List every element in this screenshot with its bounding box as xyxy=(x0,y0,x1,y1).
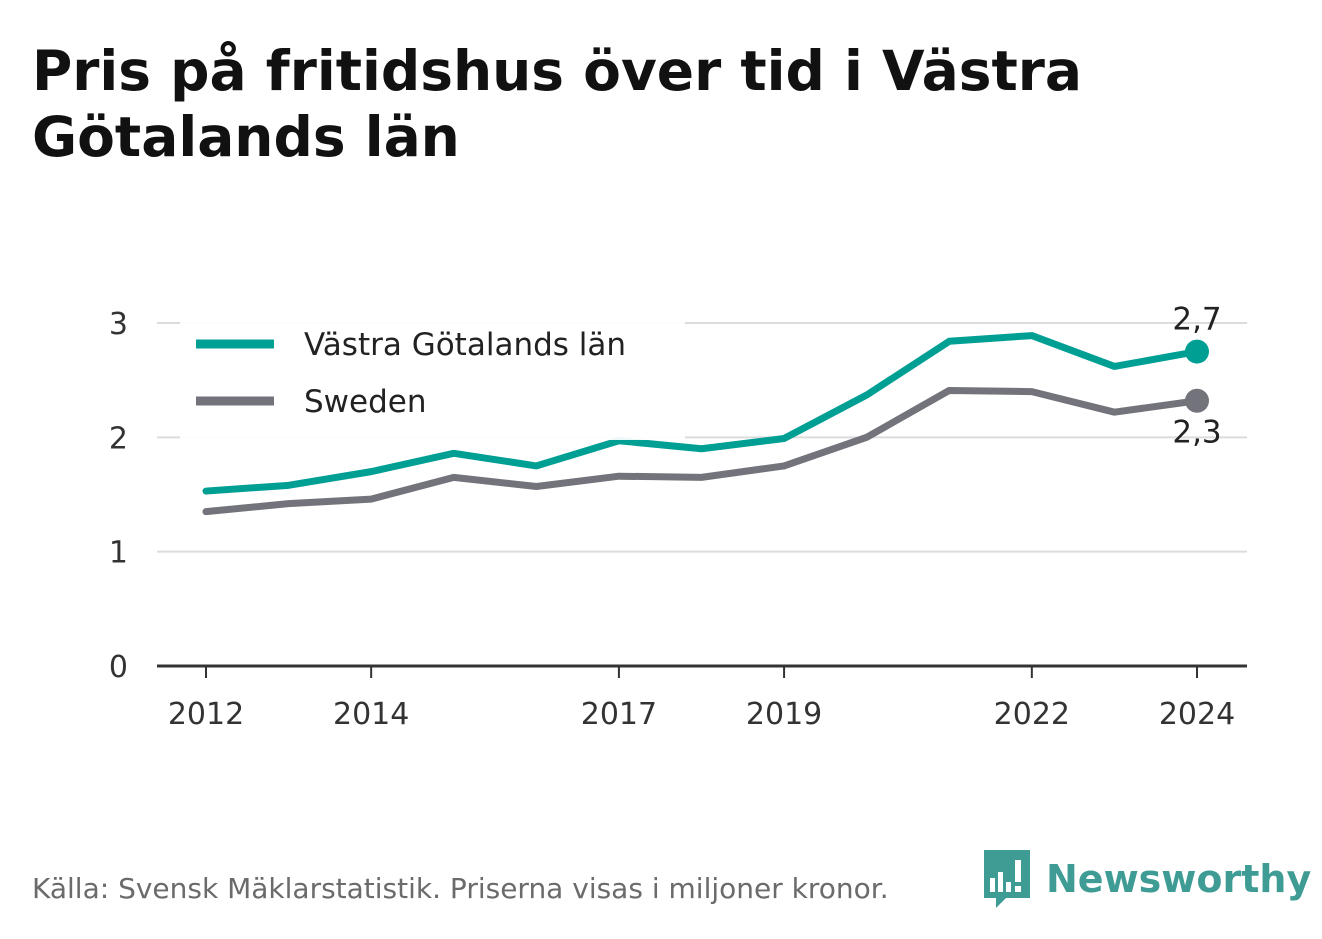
x-tick-label: 2017 xyxy=(581,697,657,732)
legend-label-sweden: Sweden xyxy=(304,384,427,420)
x-tick-label: 2014 xyxy=(333,697,409,732)
y-tick-label: 1 xyxy=(109,536,128,571)
series-line-sweden xyxy=(202,386,1201,516)
x-tick-label: 2019 xyxy=(746,697,822,732)
y-tick-label: 3 xyxy=(109,307,128,342)
end-labels: 2,7 2,3 xyxy=(1172,302,1221,451)
x-tick-label: 2012 xyxy=(168,697,244,732)
end-label-sweden: 2,3 xyxy=(1172,415,1221,451)
end-label-vastra-gotalands-lan: 2,7 xyxy=(1172,302,1221,338)
source-note: Källa: Svensk Mäklarstatistik. Priserna … xyxy=(32,872,889,905)
chart-title: Pris på fritidshus över tid i Västra Göt… xyxy=(32,39,1082,169)
series-line-vastra-gotalands-lan xyxy=(202,332,1201,495)
end-point-vastra-gotalands-lan xyxy=(1185,339,1209,364)
bar-chart-speech-bubble-icon xyxy=(984,850,1030,908)
series-lines xyxy=(202,332,1209,516)
y-axis-tick-labels: 0 1 2 3 xyxy=(109,307,128,685)
x-axis: 2012 2014 2017 2019 2022 2024 xyxy=(157,664,1247,732)
legend: Västra Götalands län Sweden xyxy=(180,320,685,440)
brand-name: Newsworthy xyxy=(1046,857,1312,901)
legend-label-vastra-gotalands-lan: Västra Götalands län xyxy=(304,327,626,363)
y-tick-label: 0 xyxy=(109,650,128,685)
x-tick-label: 2024 xyxy=(1159,697,1235,732)
x-tick-label: 2022 xyxy=(994,697,1070,732)
y-tick-label: 2 xyxy=(109,421,128,456)
newsworthy-logo[interactable]: Newsworthy xyxy=(982,848,1311,910)
end-point-sweden xyxy=(1185,388,1209,413)
